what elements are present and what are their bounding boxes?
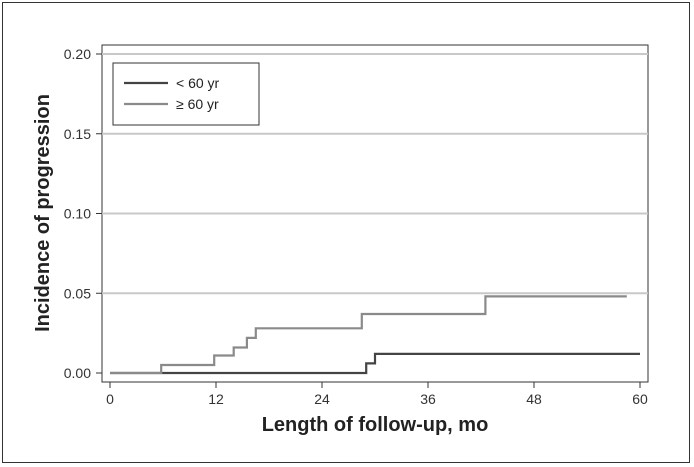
series-line-under-60 xyxy=(110,352,640,375)
figure-frame xyxy=(2,2,690,463)
legend-box xyxy=(112,62,260,126)
legend: < 60 yr ≥ 60 yr xyxy=(112,62,260,126)
x-tick-label: 60 xyxy=(632,391,648,407)
x-axis-title: Length of follow-up, mo xyxy=(262,414,489,436)
y-tick-label: 0.20 xyxy=(64,46,91,62)
x-tick-label: 0 xyxy=(106,391,114,407)
x-tick-label: 36 xyxy=(420,391,436,407)
y-axis-title: Incidence of progression xyxy=(32,94,54,332)
axis-ticks: 0.00 0.05 0.10 0.15 0.20 0 12 24 36 48 60 xyxy=(64,46,648,407)
y-tick-label: 0.05 xyxy=(64,285,91,301)
legend-label-60-plus: ≥ 60 yr xyxy=(176,96,219,112)
grid-lines xyxy=(102,53,648,295)
legend-label-under-60: < 60 yr xyxy=(176,75,220,91)
y-tick-label: 0.00 xyxy=(64,365,91,381)
series-lines xyxy=(110,295,640,375)
x-tick-label: 48 xyxy=(526,391,542,407)
y-tick-label: 0.10 xyxy=(64,206,91,222)
x-tick-label: 12 xyxy=(208,391,224,407)
y-tick-label: 0.15 xyxy=(64,126,91,142)
series-line-60-plus xyxy=(110,295,627,375)
x-tick-label: 24 xyxy=(314,391,330,407)
